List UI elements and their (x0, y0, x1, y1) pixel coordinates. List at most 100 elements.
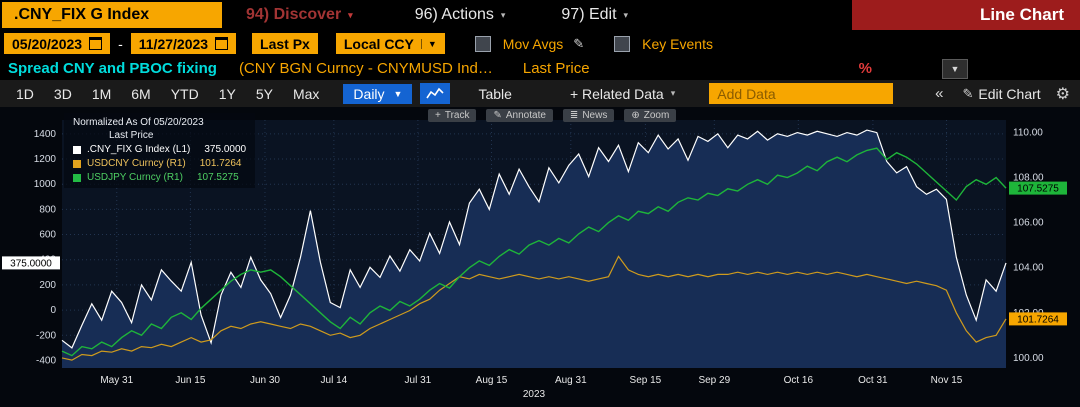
calendar-icon[interactable] (89, 37, 103, 50)
axis-tick-label: 106.00 (1013, 218, 1044, 229)
period-max[interactable]: Max (292, 85, 320, 102)
currency-select[interactable]: Local CCY ▼ (335, 33, 445, 54)
axis-tick-label: May 31 (100, 375, 133, 386)
series-swatch-icon (73, 173, 81, 182)
collapse-toolbar-button[interactable]: « (935, 85, 944, 102)
add-data-input[interactable]: Add Data (709, 83, 894, 104)
percent-toggle[interactable]: % (858, 60, 872, 77)
axis-tick-label: 800 (39, 204, 56, 215)
axis-tick-label: Jun 15 (175, 375, 205, 386)
related-data-button[interactable]: + Related Data ▾ (570, 86, 675, 102)
currency-value: Local CCY (343, 35, 414, 52)
axis-tick-label: Nov 15 (931, 375, 963, 386)
legend-row-cny-fix[interactable]: .CNY_FIX G Index (L1) 375.0000 (73, 143, 246, 156)
menu-actions[interactable]: 96) Actions ▾ (415, 6, 506, 24)
axis-tick-label: 1000 (34, 179, 57, 190)
gear-icon[interactable]: ⚙ (1055, 85, 1070, 103)
menu-discover[interactable]: 94) Discover ▾ (246, 6, 353, 24)
plus-icon: + (435, 110, 441, 121)
legend-title: Normalized As Of 05/20/2023 (73, 117, 204, 128)
axis-tick-label: 100.00 (1013, 353, 1044, 364)
legend-row-usdcny[interactable]: USDCNY Curncy (R1) 101.7264 (73, 157, 246, 170)
magnifier-icon: ⊕ (631, 110, 640, 121)
chevron-down-icon: ▾ (623, 9, 629, 20)
chevron-down-icon: ▾ (500, 9, 506, 20)
last-value-badge-cny-fix-spread (2, 256, 60, 270)
axis-tick-label: -400 (36, 355, 56, 366)
chevron-down-icon: ▾ (348, 9, 353, 20)
controls-bar: 05/20/2023 - 11/27/2023 Last Px Local CC… (0, 30, 1080, 57)
pencil-icon[interactable]: ✎ (573, 35, 585, 51)
axis-tick-label: Aug 31 (555, 375, 587, 386)
frequency-select[interactable]: Daily ▼ (343, 83, 413, 104)
axis-tick-label: 104.00 (1013, 263, 1044, 274)
axis-tick-label: Aug 15 (476, 375, 508, 386)
period-3d[interactable]: 3D (53, 85, 72, 102)
table-view-button[interactable]: Table (478, 85, 512, 102)
frequency-value: Daily (353, 85, 385, 102)
price-field-label[interactable]: Last Price (522, 60, 590, 77)
strategy-title: Spread CNY and PBOC fixing (8, 60, 217, 77)
axis-tick-label: 375.0000 (10, 258, 52, 269)
pencil-icon: ✎ (493, 110, 502, 121)
key-events-label: Key Events (642, 35, 713, 52)
menu-edit[interactable]: 97) Edit ▾ (561, 6, 628, 24)
price-type-select[interactable]: Last Px (252, 33, 318, 54)
date-range-dash: - (118, 35, 123, 52)
news-icon: ≣ (569, 110, 579, 121)
axis-tick-label: Sep 29 (698, 375, 730, 386)
price-type-value: Last Px (260, 35, 310, 52)
security-formula[interactable]: (CNY BGN Curncy - CNYMUSD Ind… (238, 60, 493, 77)
axis-tick-label: -200 (36, 330, 56, 341)
menu-discover-label: 94) Discover (246, 6, 342, 23)
axis-tick-label: Jul 14 (321, 375, 348, 386)
last-value-badge-usdjpy (1009, 181, 1067, 195)
axis-tick-label: 101.7264 (1017, 314, 1059, 325)
edit-chart-label: Edit Chart (978, 85, 1041, 102)
axis-tick-label: Jun 30 (250, 375, 280, 386)
date-to-value: 11/27/2023 (138, 35, 209, 52)
period-1y[interactable]: 1Y (218, 85, 236, 102)
zoom-button[interactable]: ⊕ Zoom (624, 109, 677, 122)
date-from-value: 05/20/2023 (12, 35, 83, 52)
period-6m[interactable]: 6M (131, 85, 151, 102)
axis-tick-label: 1200 (34, 154, 57, 165)
period-5y[interactable]: 5Y (255, 85, 273, 102)
news-button[interactable]: ≣ News (562, 109, 615, 122)
key-events-checkbox[interactable] (614, 35, 631, 52)
axis-tick-label: Oct 31 (858, 375, 888, 386)
line-chart-type-button[interactable] (420, 83, 451, 104)
chart-legend: Normalized As Of 05/20/2023 Last Price .… (64, 113, 256, 188)
menu-actions-label: 96) Actions (414, 6, 494, 23)
chart-region: 1400120010008006004002000-200-400110.001… (0, 107, 1080, 407)
annotate-button[interactable]: ✎ Annotate (486, 109, 553, 122)
line-chart-icon (426, 87, 445, 99)
spread-area-fill (62, 130, 1006, 368)
axis-tick-label: Oct 16 (784, 375, 814, 386)
axis-tick-label: 110.00 (1013, 127, 1043, 138)
chevron-down-icon: ▼ (393, 88, 403, 99)
axis-tick-label: Jul 31 (405, 375, 432, 386)
chevron-down-icon: ▼ (420, 38, 437, 49)
edit-chart-button[interactable]: ✎ Edit Chart (959, 86, 1041, 102)
legend-row-usdjpy[interactable]: USDJPY Curncy (R1) 107.5275 (73, 171, 246, 184)
ticker-box[interactable]: .CNY_FIX G Index (2, 2, 222, 28)
axis-tick-label: 1400 (34, 129, 57, 140)
period-ytd[interactable]: YTD (170, 85, 199, 102)
related-data-label: + Related Data (569, 85, 664, 102)
period-1d[interactable]: 1D (16, 85, 34, 102)
date-to-field[interactable]: 11/27/2023 (130, 33, 237, 54)
calendar-icon[interactable] (215, 37, 229, 50)
panel-collapse-button[interactable]: ▼ (942, 58, 968, 79)
chart-annotation-toolbar: + Track ✎ Annotate ≣ News ⊕ Zoom (428, 109, 677, 122)
series-swatch-icon (73, 145, 81, 154)
period-1m[interactable]: 1M (91, 85, 112, 102)
mov-avgs-checkbox[interactable] (474, 35, 491, 52)
track-button[interactable]: + Track (428, 109, 477, 122)
usdcny-line (61, 255, 1007, 361)
price-chart[interactable]: 1400120010008006004002000-200-400110.001… (0, 107, 1080, 407)
mov-avgs-label: Mov Avgs (502, 35, 564, 52)
date-from-field[interactable]: 05/20/2023 (4, 33, 111, 54)
title-bar: .CNY_FIX G Index 94) Discover ▾ 96) Acti… (0, 0, 1080, 30)
axis-tick-label: 0 (50, 305, 56, 316)
